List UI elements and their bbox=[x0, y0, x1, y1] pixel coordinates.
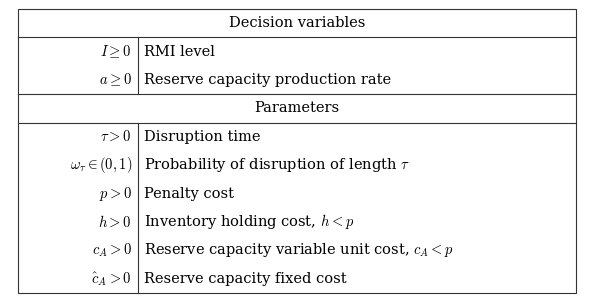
Text: Reserve capacity variable unit cost, $c_A < p$: Reserve capacity variable unit cost, $c_… bbox=[144, 241, 454, 259]
Text: $\omega_{\tau} \in (0, 1)$: $\omega_{\tau} \in (0, 1)$ bbox=[69, 155, 132, 175]
Text: $\tau > 0$: $\tau > 0$ bbox=[100, 130, 132, 144]
Text: Probability of disruption of length $\tau$: Probability of disruption of length $\ta… bbox=[144, 156, 410, 174]
Text: $h > 0$: $h > 0$ bbox=[98, 214, 132, 230]
Text: $\hat{c}_A > 0$: $\hat{c}_A > 0$ bbox=[91, 270, 132, 288]
Text: Parameters: Parameters bbox=[254, 101, 340, 115]
Text: Penalty cost: Penalty cost bbox=[144, 187, 234, 201]
Text: Inventory holding cost, $h < p$: Inventory holding cost, $h < p$ bbox=[144, 213, 354, 231]
Text: Reserve capacity production rate: Reserve capacity production rate bbox=[144, 73, 391, 87]
Text: $a \geq 0$: $a \geq 0$ bbox=[99, 72, 132, 88]
Text: Disruption time: Disruption time bbox=[144, 130, 260, 144]
Text: Decision variables: Decision variables bbox=[229, 16, 365, 30]
Text: RMI level: RMI level bbox=[144, 45, 214, 59]
Text: $c_A > 0$: $c_A > 0$ bbox=[92, 242, 132, 259]
Text: $p > 0$: $p > 0$ bbox=[99, 185, 132, 203]
Text: $I \geq 0$: $I \geq 0$ bbox=[100, 43, 132, 60]
Text: Reserve capacity fixed cost: Reserve capacity fixed cost bbox=[144, 272, 346, 286]
